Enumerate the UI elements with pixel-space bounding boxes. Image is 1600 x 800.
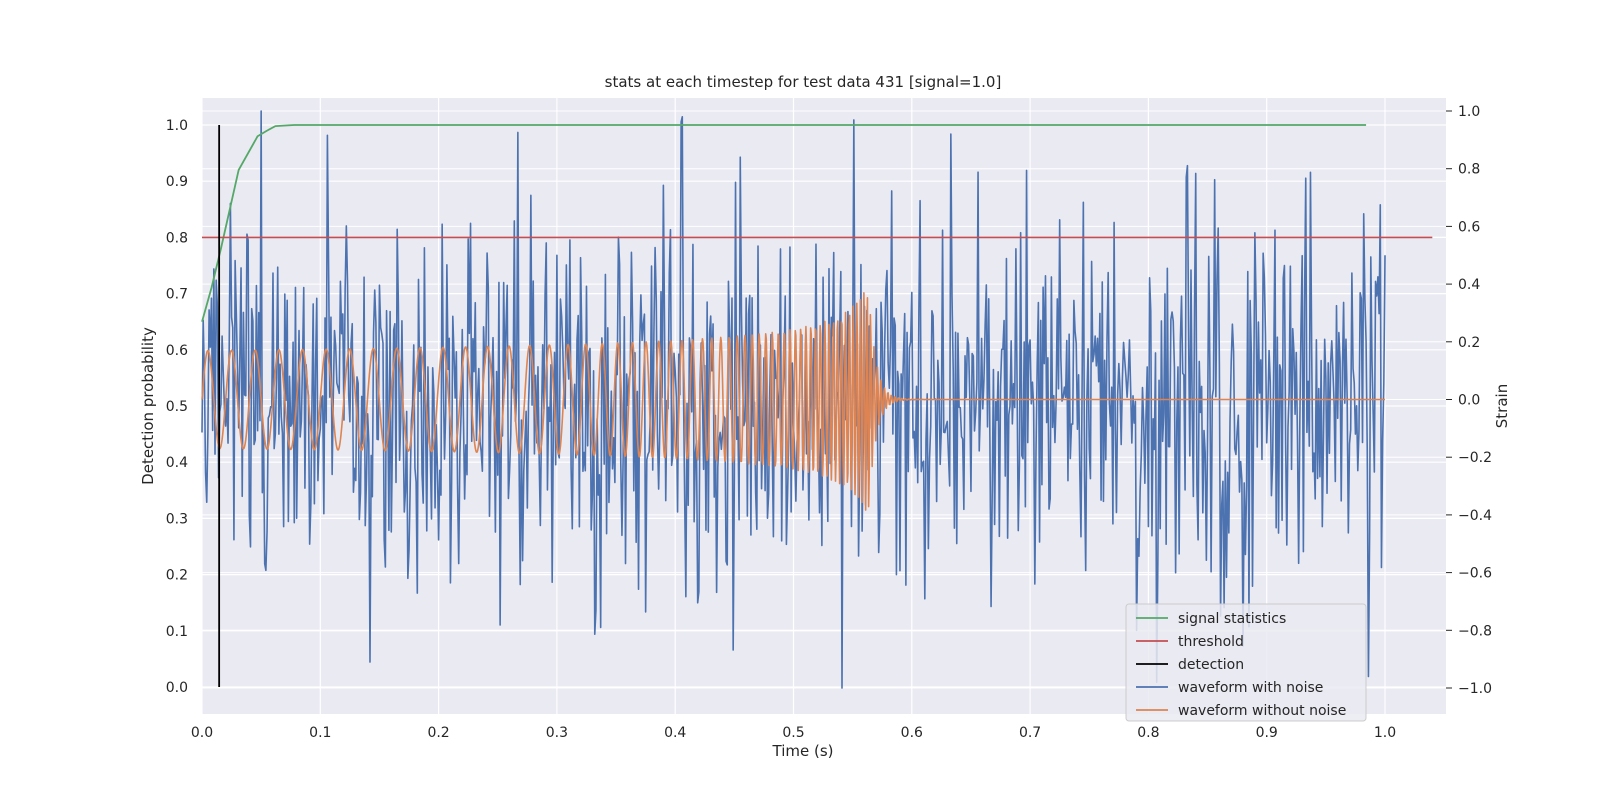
y-tick-label: 0.5 xyxy=(166,399,188,415)
y-axis-right-title: Strain xyxy=(1493,384,1511,428)
x-tick-label: 1.0 xyxy=(1374,725,1396,741)
x-tick-label: 0.4 xyxy=(664,725,686,741)
x-tick-label: 0.7 xyxy=(1019,725,1041,741)
legend-label: waveform with noise xyxy=(1178,680,1323,696)
x-tick-label: 0.8 xyxy=(1137,725,1159,741)
y-right-tick-label: 0.8 xyxy=(1458,162,1480,178)
chart-title: stats at each timestep for test data 431… xyxy=(605,73,1002,91)
x-tick-label: 0.1 xyxy=(309,725,331,741)
y-right-tick-label: 1.0 xyxy=(1458,104,1480,120)
y-right-tick-label: 0.4 xyxy=(1458,277,1480,293)
legend-label: detection xyxy=(1178,657,1244,673)
y-right-tick-label: −0.8 xyxy=(1458,623,1492,639)
legend-box xyxy=(1125,603,1367,722)
y-right-tick-label: −0.4 xyxy=(1458,508,1492,524)
y-right-tick-label: −0.2 xyxy=(1458,450,1492,466)
y-tick-label: 0.3 xyxy=(166,511,188,527)
x-tick-label: 0.3 xyxy=(546,725,568,741)
series-waveform-without-noise xyxy=(201,292,1386,511)
y-right-tick-label: −0.6 xyxy=(1458,566,1492,582)
ticks: 0.0 0.1 0.2 0.3 0.4 0.5 0.6 0.7 0.8 0.9 1.0 0.0 0.1 0… xyxy=(166,104,1492,741)
y-tick-label: 0.6 xyxy=(166,343,188,359)
y-right-tick-label: 0.6 xyxy=(1458,219,1480,235)
x-tick-label: 0.9 xyxy=(1256,725,1278,741)
legend: signal statistics threshold detection wavef… xyxy=(1125,603,1367,722)
y-tick-label: 0.0 xyxy=(166,680,188,696)
series-signal-statistics xyxy=(201,124,1367,322)
x-axis-title: Time (s) xyxy=(772,742,834,760)
x-tick-label: 0.5 xyxy=(782,725,804,741)
y-tick-label: 0.2 xyxy=(166,568,188,584)
legend-label: waveform without noise xyxy=(1178,703,1346,719)
legend-label: signal statistics xyxy=(1178,611,1286,627)
y-tick-label: 0.9 xyxy=(166,174,188,190)
legend-label: threshold xyxy=(1178,634,1244,650)
y-right-tick-label: −1.0 xyxy=(1458,681,1492,697)
y-right-tick-label: 0.0 xyxy=(1458,393,1480,409)
y-right-tick-label: 0.2 xyxy=(1458,335,1480,351)
x-tick-label: 0.6 xyxy=(901,725,923,741)
y-tick-label: 0.1 xyxy=(166,624,188,640)
y-tick-label: 0.7 xyxy=(166,287,188,303)
y-tick-label: 0.8 xyxy=(166,230,188,246)
y-tick-label: 1.0 xyxy=(166,118,188,134)
x-tick-label: 0.2 xyxy=(427,725,449,741)
x-tick-label: 0.0 xyxy=(191,725,213,741)
y-tick-label: 0.4 xyxy=(166,455,188,471)
y-axis-title: Detection probability xyxy=(139,327,157,485)
series-layer xyxy=(201,110,1433,689)
